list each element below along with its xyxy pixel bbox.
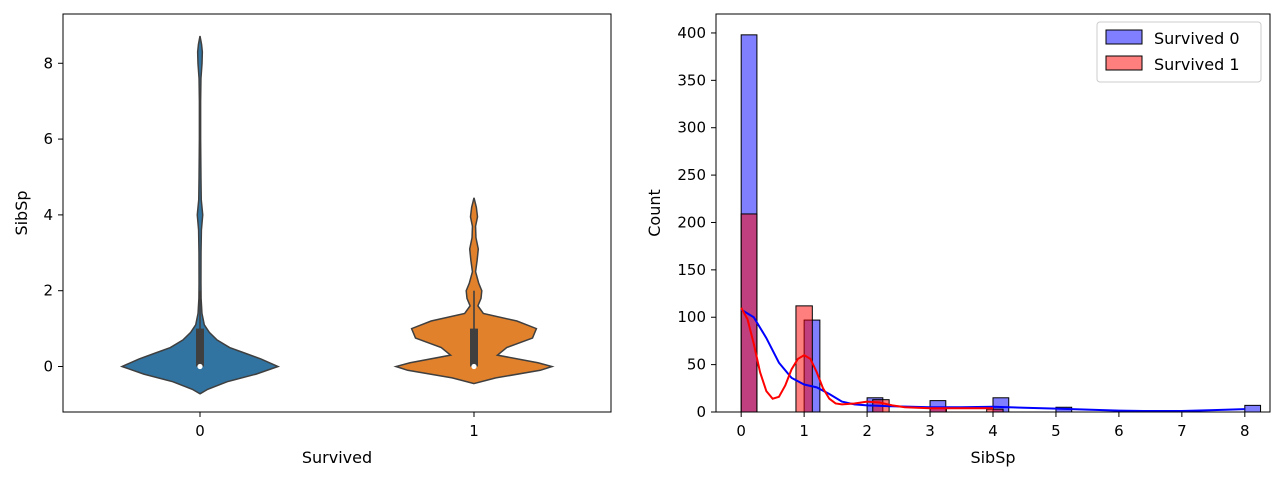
violin-median-dot-1 bbox=[471, 363, 477, 370]
histogram-y-tick-label: 400 bbox=[677, 24, 706, 42]
violin-y-tick-label: 2 bbox=[43, 282, 53, 300]
histogram-y-tick-label: 350 bbox=[677, 71, 706, 89]
histogram-y-tick-label: 100 bbox=[677, 308, 706, 326]
histogram-y-tick-label: 150 bbox=[677, 261, 706, 279]
kde-line-series-1 bbox=[740, 307, 993, 410]
histogram-y-tick-label: 0 bbox=[696, 403, 706, 421]
histogram-x-tick-label: 1 bbox=[799, 422, 809, 440]
histogram-x-tick-label: 8 bbox=[1240, 422, 1250, 440]
histogram-axes-frame bbox=[715, 13, 1271, 413]
violin-iqr-box-1 bbox=[470, 328, 478, 367]
histogram-x-tick-label: 3 bbox=[925, 422, 935, 440]
histogram-y-ticks: 0 50 100 150 200 250 300 350 400 bbox=[677, 24, 716, 421]
violin-x-axis-label: Survived bbox=[302, 448, 372, 467]
violin-iqr-box-0 bbox=[196, 328, 204, 367]
violin-y-tick-label: 0 bbox=[43, 358, 53, 376]
histogram-y-tick-label: 250 bbox=[677, 166, 706, 184]
violin-x-tick-label: 1 bbox=[469, 422, 479, 440]
violin-y-tick-label: 6 bbox=[43, 130, 53, 148]
violin-y-tick-label: 4 bbox=[43, 206, 53, 224]
legend-swatch-survived-0 bbox=[1105, 29, 1143, 45]
histogram-y-tick-label: 300 bbox=[677, 119, 706, 137]
histogram-x-tick-label: 0 bbox=[736, 422, 746, 440]
violin-y-tick-label: 8 bbox=[43, 54, 53, 72]
histogram-y-tick-label: 50 bbox=[687, 356, 706, 374]
legend-swatch-survived-1 bbox=[1105, 55, 1143, 71]
histogram-x-axis-label: SibSp bbox=[970, 448, 1015, 467]
histogram-x-tick-label: 7 bbox=[1177, 422, 1187, 440]
violin-median-dot-0 bbox=[197, 363, 203, 370]
violin-y-axis-label: SibSp bbox=[12, 190, 31, 235]
violin-y-ticks: 0 2 4 6 8 bbox=[43, 54, 63, 376]
histogram-x-tick-label: 4 bbox=[988, 422, 998, 440]
violin-x-tick-label: 0 bbox=[195, 422, 205, 440]
violin-bodies bbox=[119, 35, 555, 395]
histogram-x-tick-label: 5 bbox=[1051, 422, 1061, 440]
histogram-y-tick-label: 200 bbox=[677, 213, 706, 231]
histogram-kde-lines bbox=[740, 307, 1245, 413]
histogram-x-ticks: 0 1 2 3 4 5 6 7 8 bbox=[736, 412, 1250, 440]
histogram-bars bbox=[740, 34, 1262, 413]
histogram-x-tick-label: 6 bbox=[1114, 422, 1124, 440]
legend-label-survived-0: Survived 0 bbox=[1154, 29, 1240, 48]
histogram-x-tick-label: 2 bbox=[862, 422, 872, 440]
violin-body-0 bbox=[119, 35, 281, 395]
histogram-panel: 0 50 100 150 200 250 300 350 400 0 1 2 3 4 5 6 7 8 SibSp… bbox=[645, 13, 1271, 467]
histogram-bar-series-0 bbox=[1244, 404, 1262, 413]
histogram-legend: Survived 0 Survived 1 bbox=[1096, 21, 1262, 83]
legend-label-survived-1: Survived 1 bbox=[1154, 55, 1240, 74]
violin-axes-frame bbox=[62, 13, 612, 413]
histogram-y-axis-label: Count bbox=[645, 189, 664, 237]
